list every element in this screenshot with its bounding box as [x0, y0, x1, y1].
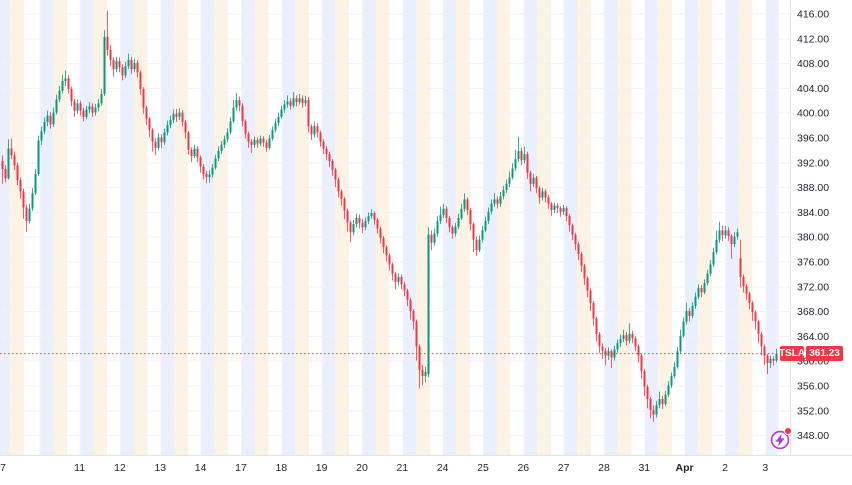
svg-text:25: 25 [477, 462, 489, 474]
time-axis[interactable]: 7 11 12 13 14 17 18 19 20 21 24 25 26 27 28 31 Apr 2 3 [0, 462, 768, 474]
svg-text:356.00: 356.00 [797, 381, 829, 393]
svg-text:31: 31 [638, 462, 650, 474]
svg-text:388.00: 388.00 [797, 182, 829, 194]
svg-text:27: 27 [558, 462, 570, 474]
svg-text:384.00: 384.00 [797, 207, 829, 219]
price-flag-ticker: TSLA [779, 346, 805, 362]
svg-text:Apr: Apr [676, 462, 694, 474]
svg-text:26: 26 [517, 462, 529, 474]
svg-text:412.00: 412.00 [797, 33, 829, 45]
session-stripes [0, 0, 779, 455]
svg-text:19: 19 [316, 462, 328, 474]
svg-text:21: 21 [396, 462, 408, 474]
svg-text:28: 28 [598, 462, 610, 474]
svg-text:372.00: 372.00 [797, 281, 829, 293]
svg-text:376.00: 376.00 [797, 257, 829, 269]
svg-text:416.00: 416.00 [797, 9, 829, 21]
svg-text:3: 3 [762, 462, 768, 474]
price-axis[interactable]: 416.00 412.00 408.00 404.00 400.00 396.00 392.… [797, 9, 829, 443]
price-flag-value: 361.23 [806, 346, 843, 362]
svg-text:392.00: 392.00 [797, 157, 829, 169]
svg-text:364.00: 364.00 [797, 331, 829, 343]
svg-text:24: 24 [437, 462, 449, 474]
notification-dot [784, 427, 792, 435]
svg-text:352.00: 352.00 [797, 405, 829, 417]
svg-text:396.00: 396.00 [797, 133, 829, 145]
svg-text:18: 18 [275, 462, 287, 474]
svg-text:368.00: 368.00 [797, 306, 829, 318]
svg-text:348.00: 348.00 [797, 430, 829, 442]
svg-text:400.00: 400.00 [797, 108, 829, 120]
svg-text:20: 20 [356, 462, 368, 474]
svg-text:11: 11 [74, 462, 85, 474]
svg-text:13: 13 [154, 462, 166, 474]
svg-text:7: 7 [0, 462, 6, 474]
svg-text:2: 2 [722, 462, 728, 474]
last-price-flag: TSLA 361.23 [779, 346, 843, 362]
lightning-icon [770, 430, 790, 450]
svg-text:17: 17 [235, 462, 247, 474]
svg-text:12: 12 [114, 462, 126, 474]
svg-text:380.00: 380.00 [797, 232, 829, 244]
svg-text:404.00: 404.00 [797, 83, 829, 95]
svg-text:408.00: 408.00 [797, 58, 829, 70]
svg-text:14: 14 [195, 462, 207, 474]
flash-button[interactable] [769, 427, 792, 451]
candles-layer [1, 10, 778, 422]
